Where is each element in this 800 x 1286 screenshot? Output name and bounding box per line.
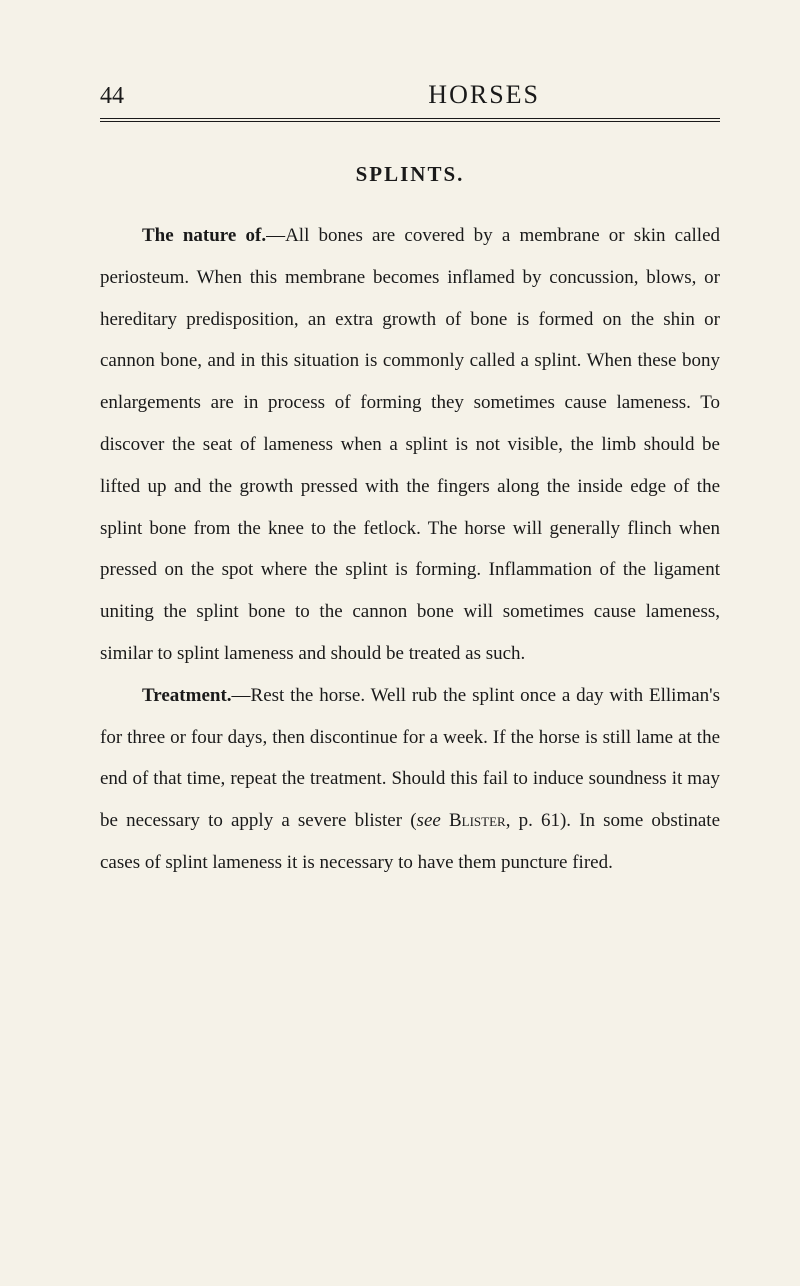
- header-rule: [100, 118, 720, 122]
- blister-ref: Blister: [441, 810, 506, 831]
- paragraph-treatment: Treatment.—Rest the horse. Well rub the …: [100, 675, 720, 884]
- see-ref: see: [417, 810, 441, 831]
- section-heading: SPLINTS.: [100, 162, 720, 187]
- body-text: The nature of.—All bones are covered by …: [100, 215, 720, 884]
- page-number: 44: [100, 83, 124, 110]
- lead-treatment: Treatment.: [142, 685, 232, 706]
- paragraph-nature: The nature of.—All bones are covered by …: [100, 215, 720, 675]
- page-header: 44 HORSES: [100, 80, 720, 110]
- body-nature: —All bones are covered by a membrane or …: [100, 225, 720, 664]
- lead-nature: The nature of.: [142, 225, 266, 246]
- page-title: HORSES: [428, 80, 540, 110]
